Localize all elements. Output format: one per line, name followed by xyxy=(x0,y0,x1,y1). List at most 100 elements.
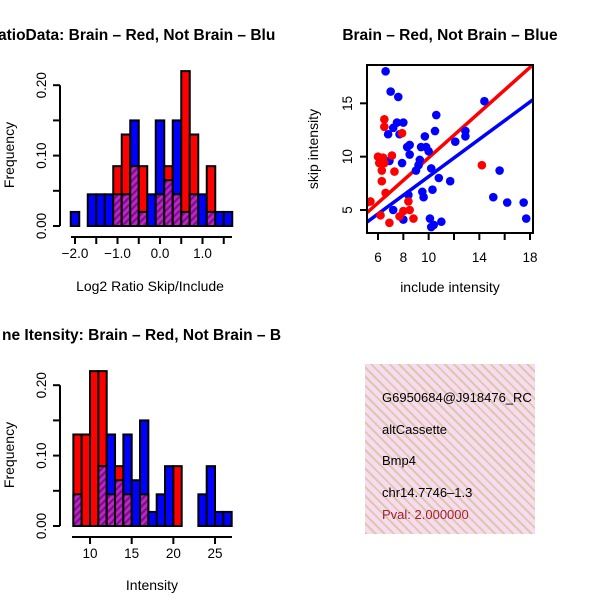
hist-bar xyxy=(205,465,217,528)
x-axis-label: Intensity xyxy=(126,577,178,593)
scatter-point-blue xyxy=(424,147,433,156)
hist-bar xyxy=(172,465,183,528)
y-tick-label: 5 xyxy=(340,206,355,214)
y-axis-label: Frequency xyxy=(1,422,17,488)
histogram-plot: 0.00 0.10 0.20 10 15 20 25 xyxy=(34,370,233,561)
y-tick-label: 15 xyxy=(340,96,355,111)
scatter-point-blue xyxy=(445,176,455,186)
scatter-point-blue xyxy=(393,92,403,102)
scatter-plot: 6 8 10 14 18 5 10 15 xyxy=(340,64,538,265)
chromosome-location: chr14.7746–1.3 xyxy=(382,485,473,500)
regression-line-blue xyxy=(367,97,533,225)
scatter-point-red xyxy=(380,115,389,124)
plot-box xyxy=(366,64,534,234)
scatter-point-blue xyxy=(388,123,398,133)
hist-bar-overlap xyxy=(154,193,166,228)
hist-bar-overlap xyxy=(97,465,108,528)
hist-bar xyxy=(180,70,191,228)
scatter-point-red xyxy=(376,211,385,220)
scatter-point-red xyxy=(405,205,414,215)
scatter-point-red xyxy=(387,151,397,160)
x-tick-label: 8 xyxy=(400,250,408,265)
scatter-point-red xyxy=(377,166,387,175)
hist-bar-overlap xyxy=(72,493,83,528)
scatter-point-red xyxy=(381,188,390,198)
scatter-point-blue xyxy=(450,137,460,147)
scatter-point-red xyxy=(385,218,394,228)
scatter-point-red xyxy=(409,214,418,223)
hist-bar xyxy=(214,510,225,527)
scatter-point-blue xyxy=(388,205,398,215)
hist-bar xyxy=(69,210,81,227)
hist-bar xyxy=(222,210,234,227)
x-tick-label: 18 xyxy=(522,250,537,265)
pval-text: Pval: 2.000000 xyxy=(382,507,469,522)
scatter-point-blue xyxy=(428,185,437,195)
scatter-point-blue xyxy=(502,198,512,207)
hist-bar-overlap xyxy=(139,493,150,528)
hist-bar-overlap xyxy=(105,493,117,528)
x-axis-label: include intensity xyxy=(400,279,500,295)
y-tick-label: 0.10 xyxy=(34,142,49,168)
scatter-point-red xyxy=(380,122,389,132)
x-tick-label: 6 xyxy=(374,250,382,265)
x-tick-label: −1.0 xyxy=(104,246,131,261)
scatter-point-blue xyxy=(437,217,446,227)
hist-bar xyxy=(164,465,175,528)
x-tick-label: 1.0 xyxy=(193,246,212,261)
scatter-point-blue xyxy=(488,192,498,202)
scatter-point-red xyxy=(399,206,408,216)
scatter-point-red xyxy=(477,160,487,170)
y-tick-label: 0.20 xyxy=(34,72,49,98)
scatter-point-blue xyxy=(461,132,470,141)
hist-bar xyxy=(214,210,225,227)
hist-bar xyxy=(130,479,142,528)
scatter-point-blue xyxy=(519,198,528,207)
y-axis-label: skip intensity xyxy=(305,109,321,189)
hist-bar-overlap xyxy=(188,193,200,228)
hist-bar xyxy=(197,193,208,228)
hist-bar-overlap xyxy=(171,193,183,228)
y-tick-label: 0.10 xyxy=(34,442,49,468)
hist-bar-overlap xyxy=(114,479,125,528)
x-axis-label: Log2 Ratio Skip/Include xyxy=(76,278,224,294)
scatter-point-blue xyxy=(405,150,414,159)
x-tick-label: −2.0 xyxy=(62,246,89,261)
x-tick-label: 10 xyxy=(83,546,98,561)
scatter-panel: Brain – Red, Not Brain – Blue include in… xyxy=(305,27,558,295)
scatter-point-blue xyxy=(399,118,408,127)
scatter-point-blue xyxy=(381,67,390,76)
scatter-point-blue xyxy=(495,166,504,175)
scatter-point-red xyxy=(404,197,413,206)
histogram-plot: 0.00 0.10 0.20 −2.0 −1.0 0.0 1.0 xyxy=(34,70,234,261)
intensity-histogram-panel: ne Itensity: Brain – Red, Not Brain – B … xyxy=(1,327,281,593)
y-tick-label: 10 xyxy=(340,149,355,164)
scatter-point-blue xyxy=(386,87,395,96)
scatter-point-red xyxy=(380,158,389,168)
x-tick-label: 14 xyxy=(472,250,488,265)
hist-bar-overlap xyxy=(122,493,133,528)
hist-bar-overlap xyxy=(120,193,132,228)
hist-bar-overlap xyxy=(205,210,217,227)
info-box: G6950684@J918476_RC altCassette Bmp4 chr… xyxy=(365,364,535,534)
y-tick-label: 0.00 xyxy=(34,213,49,239)
regression-line-red xyxy=(367,65,533,216)
scatter-point-red xyxy=(377,176,387,186)
scatter-point-blue xyxy=(419,192,428,202)
hist-bar xyxy=(89,370,100,528)
hist-bar xyxy=(155,493,167,528)
hist-bar xyxy=(197,493,208,528)
scatter-point-blue xyxy=(402,142,412,152)
x-tick-label: 0.0 xyxy=(151,246,170,261)
hist-bar xyxy=(86,193,98,228)
scatter-point-blue xyxy=(397,158,407,168)
hist-bar-overlap xyxy=(180,210,191,227)
gene-name: Bmp4 xyxy=(382,453,416,468)
scatter-point-blue xyxy=(383,129,393,139)
scatter-point-blue xyxy=(521,214,531,223)
hist-bar-overlap xyxy=(163,179,174,228)
scatter-point-blue xyxy=(425,214,435,223)
scatter-point-blue xyxy=(434,173,444,183)
scatter-point-blue xyxy=(411,166,421,175)
